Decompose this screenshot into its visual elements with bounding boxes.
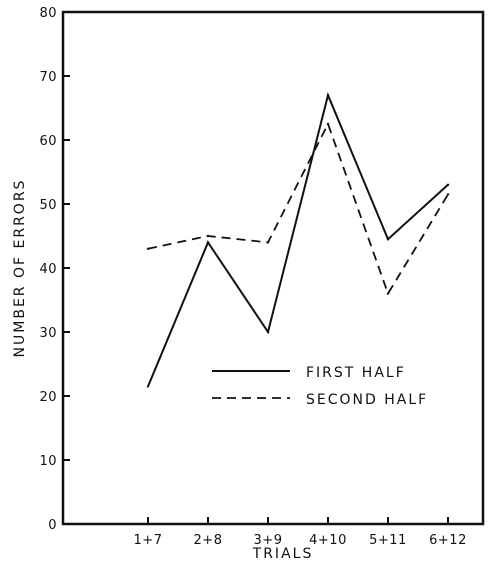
y-tick-label: 60	[39, 134, 57, 149]
y-tick-label: 10	[39, 454, 57, 469]
legend-label-second-half: SECOND HALF	[306, 392, 428, 408]
y-tick-label: 80	[39, 6, 57, 21]
legend: FIRST HALF SECOND HALF	[212, 365, 428, 408]
data-point-first-half	[326, 94, 330, 97]
data-point-first-half	[386, 238, 390, 241]
x-tick-label: 3+9	[254, 533, 283, 548]
series-line-second-half	[147, 121, 449, 296]
y-axis-title: NUMBER OF ERRORS	[12, 179, 28, 358]
x-axis-title: TRIALS	[252, 546, 314, 562]
y-axis: 0 10 20 30 40 50 60 70 80	[39, 6, 70, 533]
x-tick-label: 5+11	[369, 533, 407, 548]
x-axis: 1+7 2+8 3+9 4+10 5+11 6+12	[134, 517, 467, 548]
x-tick-label: 4+10	[309, 533, 347, 548]
x-tick-label: 2+8	[194, 533, 223, 548]
y-tick-label: 0	[48, 518, 57, 533]
data-point-second-half	[266, 241, 270, 244]
plot-frame	[61, 10, 485, 526]
y-tick-label: 20	[39, 390, 57, 405]
series-line-first-half	[147, 92, 449, 387]
data-point-first-half	[206, 241, 210, 244]
y-tick-label: 50	[39, 198, 57, 213]
y-tick-label: 70	[39, 70, 57, 85]
x-tick-label: 1+7	[134, 533, 163, 548]
legend-label-first-half: FIRST HALF	[306, 365, 406, 381]
series-layer	[146, 92, 450, 388]
data-point-second-half	[146, 247, 150, 250]
y-tick-label: 30	[39, 326, 57, 341]
data-point-first-half	[146, 385, 150, 388]
data-point-first-half	[266, 330, 270, 334]
data-point-first-half	[446, 183, 450, 186]
data-point-second-half	[206, 234, 210, 238]
y-tick-label: 40	[39, 262, 57, 277]
x-tick-label: 6+12	[429, 533, 467, 548]
data-point-second-half	[326, 122, 330, 126]
data-point-second-half	[386, 292, 390, 295]
data-point-second-half	[446, 193, 450, 196]
